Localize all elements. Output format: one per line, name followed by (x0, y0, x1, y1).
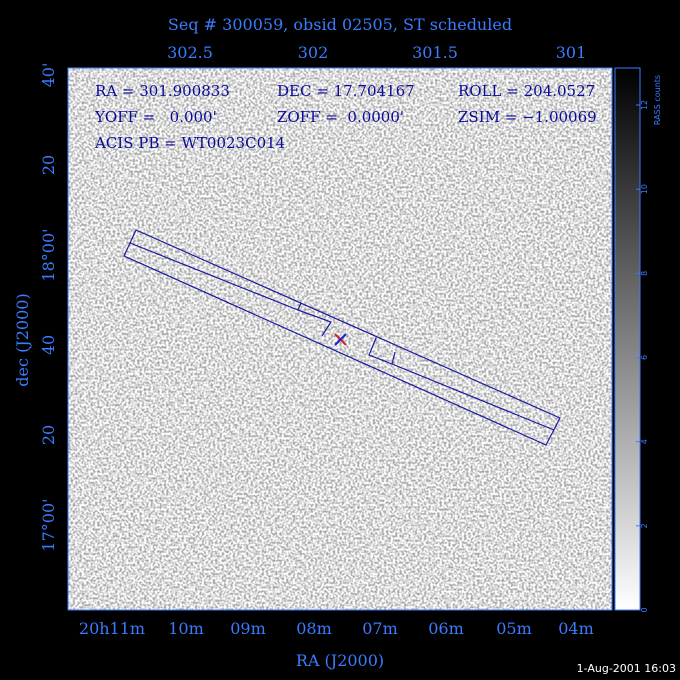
top-tick-label: 301.5 (412, 43, 458, 62)
info-dec: DEC = 17.704167 (277, 82, 415, 100)
bottom-tick-label: 09m (230, 619, 266, 638)
colorbar-tick-label: 12 (640, 100, 649, 110)
info-ra: RA = 301.900833 (95, 82, 230, 100)
info-yoff: YOFF = 0.000' (94, 108, 217, 126)
left-tick-label: 18°00' (39, 228, 58, 281)
colorbar-tick-label: 0 (640, 607, 649, 612)
acis-footprint (123, 229, 561, 446)
info-zoff: ZOFF = 0.0000' (277, 108, 404, 126)
colorbar-tick-label: 2 (640, 523, 649, 528)
colorbar-label: RASS counts (653, 75, 662, 125)
title: Seq # 300059, obsid 02505, ST scheduled (168, 15, 512, 34)
info-zsim: ZSIM = −1.00069 (458, 108, 597, 126)
top-tick-label: 302.5 (167, 43, 213, 62)
bottom-tick-label: 06m (428, 619, 464, 638)
left-tick-label: 20 (39, 155, 58, 175)
bottom-tick-label: 07m (362, 619, 398, 638)
top-tick-label: 301 (556, 43, 587, 62)
colorbar-tick-label: 6 (640, 355, 649, 360)
colorbar-tick-label: 10 (640, 184, 649, 194)
top-tick-label: 302 (298, 43, 329, 62)
x-axis-title: RA (J2000) (296, 651, 384, 670)
info-acis: ACIS PB = WT0023C014 (94, 134, 285, 152)
left-tick-label: 40 (39, 335, 58, 355)
left-tick-label: 40' (39, 63, 58, 88)
colorbar-tick-label: 4 (640, 439, 649, 444)
bottom-tick-label: 05m (496, 619, 532, 638)
bottom-tick-label: 20h11m (79, 619, 145, 638)
bottom-tick-label: 04m (558, 619, 594, 638)
left-tick-label: 20 (39, 425, 58, 445)
bottom-tick-label: 10m (168, 619, 204, 638)
target-marker (334, 333, 347, 346)
footer: 1-Aug-2001 16:03 (577, 662, 676, 675)
colorbar (614, 67, 641, 611)
y-axis-title: dec (J2000) (13, 293, 32, 386)
plot-frame (67, 67, 613, 611)
colorbar-tick-label: 8 (640, 271, 649, 276)
left-tick-label: 17°00' (39, 498, 58, 551)
bottom-tick-label: 08m (296, 619, 332, 638)
info-roll: ROLL = 204.0527 (458, 82, 595, 100)
